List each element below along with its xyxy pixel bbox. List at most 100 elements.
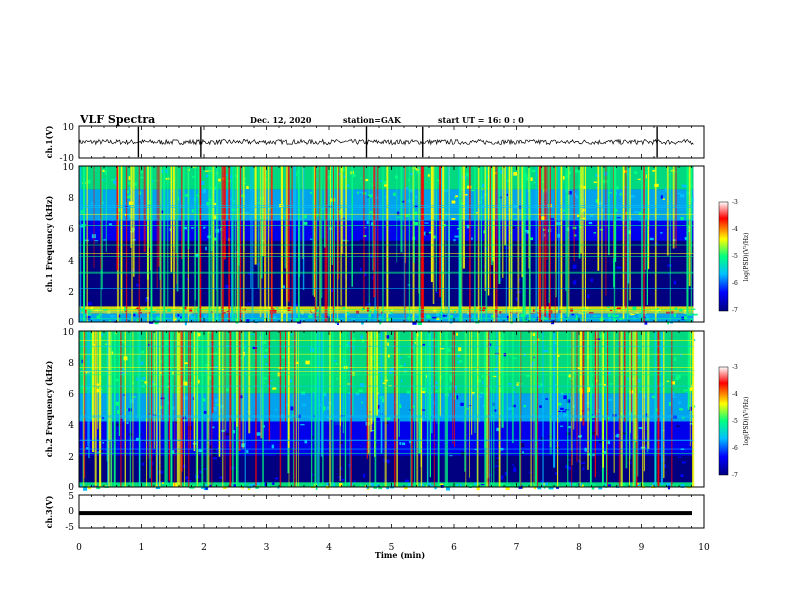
ch1-speckle: [662, 198, 665, 200]
ch2-speckle: [435, 390, 440, 393]
ch2-vlf-streak: [418, 331, 421, 454]
ch2-speckle: [249, 483, 254, 488]
ch2-speckle: [494, 465, 499, 467]
ch2-speckle: [387, 417, 391, 420]
ch1-speckle: [573, 192, 577, 197]
ch2-speckle: [592, 484, 596, 486]
x-axis: 0 1 2 3 4 5 6 7 8 9 10 Time (min): [76, 543, 710, 560]
ch2-speckle: [591, 418, 596, 420]
ch1-speckle: [630, 313, 635, 316]
ch1-speckle: [370, 270, 375, 273]
ch2-speckle: [563, 395, 567, 400]
ch1-vlf-streak: [565, 166, 567, 291]
ch1-speckle: [265, 178, 268, 180]
ch1-speckle: [526, 275, 529, 277]
ch2-speckle: [584, 447, 587, 452]
ch2-speckle: [198, 379, 200, 384]
ch2-speckle: [257, 448, 262, 453]
ch1-narrowband-line: [79, 309, 694, 311]
ch1-speckle: [684, 316, 688, 320]
ch2-speckle: [272, 387, 277, 390]
ch1-vlf-streak: [669, 166, 671, 322]
ch2-speckle: [231, 483, 233, 487]
ch2-vlf-streak: [124, 331, 126, 487]
ch1-speckle: [482, 205, 485, 208]
ch2-vlf-streak: [428, 331, 431, 420]
ch2-vlf-streak: [488, 331, 490, 487]
ch2-speckle: [449, 386, 451, 390]
ch1-vlf-streak: [131, 166, 133, 322]
ch2-speckle: [523, 353, 526, 357]
ch2-speckle: [214, 365, 218, 369]
ch2-vlf-streak: [474, 331, 476, 433]
ch2-vlf-streak: [573, 331, 575, 430]
ch2-vlf-streak: [310, 331, 313, 487]
ch1-spectrogram-panel: 10 8 6 4 2 0 ch.1 Frequency (kHz): [44, 163, 705, 328]
ch1-vlf-streak: [320, 166, 323, 298]
ch1-speckle: [499, 311, 502, 315]
ch1-vlf-streak: [79, 166, 82, 322]
ch2-speckle: [531, 361, 535, 365]
ch2-speckle: [454, 385, 457, 390]
cb2-label: log(PSD)(V²/Hz): [743, 397, 750, 446]
ch1-speckle: [679, 194, 685, 198]
ch2-speckle: [689, 422, 694, 425]
ch1-speckle: [183, 300, 186, 303]
ch1-vlf-streak: [487, 166, 490, 296]
ch1-vlf-streak: [686, 166, 689, 316]
ch1-speckle: [433, 235, 436, 239]
ch1-vlf-streak: [666, 166, 669, 256]
ch2-speckle: [637, 379, 641, 383]
ch2-speckle: [606, 440, 611, 445]
ch2-vlf-streak: [148, 331, 150, 459]
ch2-speckle: [513, 391, 516, 394]
ch2-speckle: [676, 425, 680, 428]
ch1-speckle: [427, 174, 430, 177]
ch1-speckle: [144, 307, 148, 310]
ch1-vlf-streak: [462, 166, 465, 269]
ch2-speckle: [264, 349, 268, 352]
station-label: station=GAK: [343, 115, 402, 125]
ch1-ytick-10: 10: [63, 163, 75, 173]
ch2-speckle: [387, 448, 391, 452]
ch2-speckle: [516, 384, 519, 386]
ch1-speckle: [589, 311, 594, 315]
ch1-speckle: [90, 310, 93, 313]
ch1-vlf-streak: [473, 166, 476, 322]
ch2-speckle: [679, 408, 684, 411]
ch1-speckle: [601, 209, 605, 212]
ch1-speckle: [295, 172, 298, 177]
ch1-speckle: [499, 170, 504, 174]
ch2-speckle: [630, 440, 635, 442]
ch1-speckle: [466, 239, 469, 242]
ch2-vlf-streak: [486, 331, 488, 487]
ch2-vlf-streak: [153, 331, 155, 449]
ch2-vlf-streak: [168, 331, 171, 481]
ch1-speckle: [321, 207, 326, 210]
ch1-vlf-streak: [116, 166, 119, 271]
ch2-vlf-streak: [132, 331, 134, 487]
ch2-speckle: [335, 363, 338, 366]
ch1-speckle: [381, 253, 387, 256]
ch2-speckle: [568, 426, 571, 429]
ch2-speckle: [202, 398, 206, 402]
ch1-speckle: [341, 239, 346, 242]
ch1-vlf-streak: [295, 166, 297, 322]
ch2-speckle: [548, 459, 553, 463]
ch2-speckle: [553, 383, 557, 386]
ch1-speckle: [309, 238, 313, 240]
ch2-speckle: [272, 482, 275, 485]
ch2-speckle: [197, 485, 201, 488]
ch1-speckle: [571, 313, 574, 316]
ch1-speckle: [470, 189, 475, 192]
ch2-speckle: [183, 396, 188, 400]
ch2-speckle: [158, 470, 163, 474]
ch2-speckle: [132, 449, 135, 453]
ch2-speckle: [627, 439, 630, 444]
ch2-speckle: [576, 458, 580, 462]
ch1-vlf-streak: [432, 166, 435, 305]
ch1-vlf-streak: [163, 166, 166, 322]
ch1-vlf-streak: [626, 166, 629, 322]
ch1-vlf-streak: [373, 166, 376, 298]
ch1-speckle: [660, 232, 663, 234]
